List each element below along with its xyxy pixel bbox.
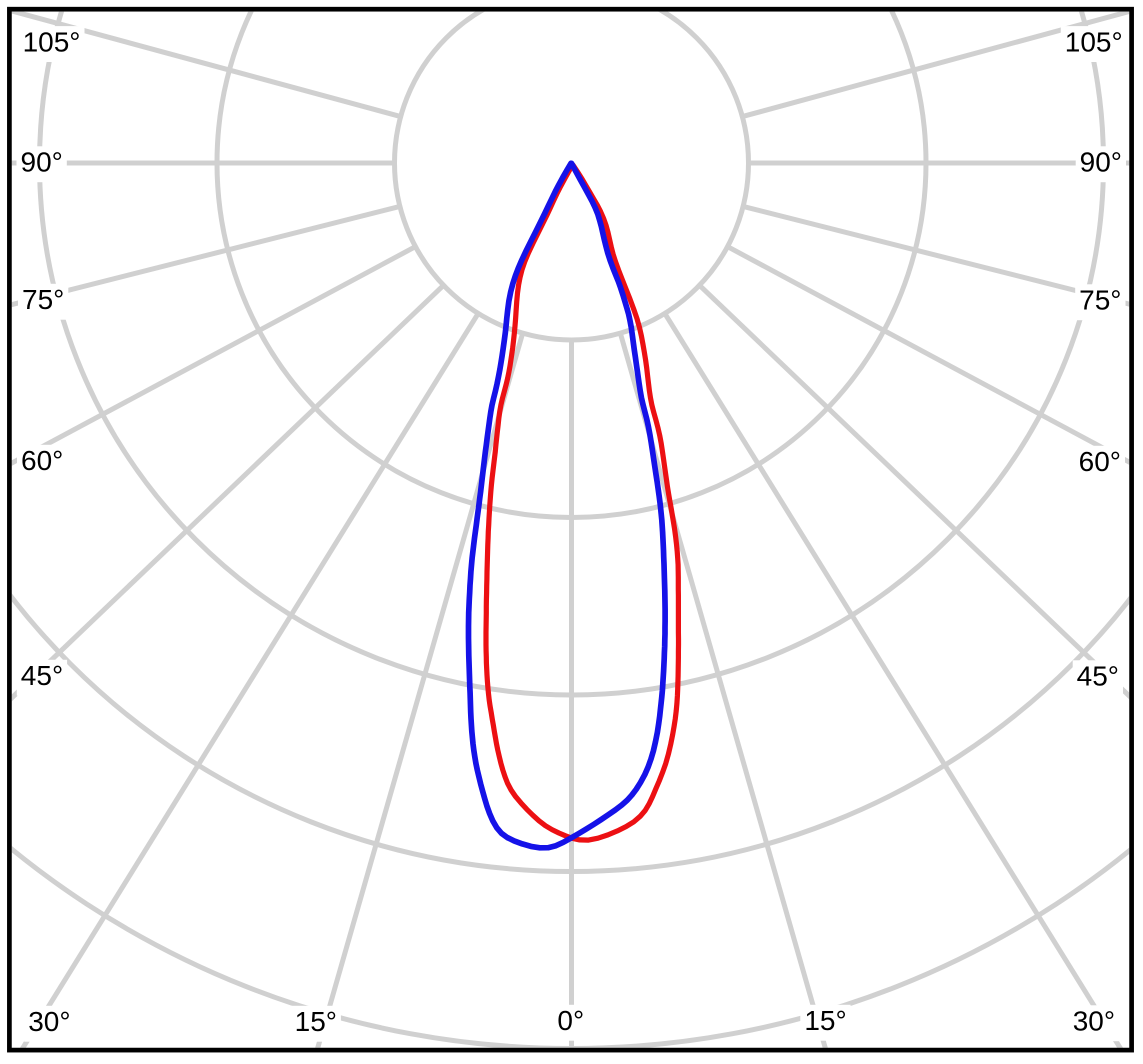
svg-text:75°: 75° xyxy=(1079,285,1121,316)
svg-text:90°: 90° xyxy=(1080,147,1122,178)
svg-text:75°: 75° xyxy=(22,284,64,315)
svg-text:90°: 90° xyxy=(21,147,63,178)
svg-text:0°: 0° xyxy=(557,1005,584,1036)
svg-text:30°: 30° xyxy=(1073,1006,1115,1037)
svg-text:45°: 45° xyxy=(21,660,63,691)
svg-text:105°: 105° xyxy=(23,27,81,58)
svg-text:15°: 15° xyxy=(804,1005,846,1036)
svg-text:45°: 45° xyxy=(1077,661,1119,692)
svg-text:15°: 15° xyxy=(295,1006,337,1037)
svg-text:30°: 30° xyxy=(28,1006,70,1037)
svg-text:60°: 60° xyxy=(1079,446,1121,477)
svg-text:105°: 105° xyxy=(1065,27,1123,58)
svg-text:60°: 60° xyxy=(21,445,63,476)
